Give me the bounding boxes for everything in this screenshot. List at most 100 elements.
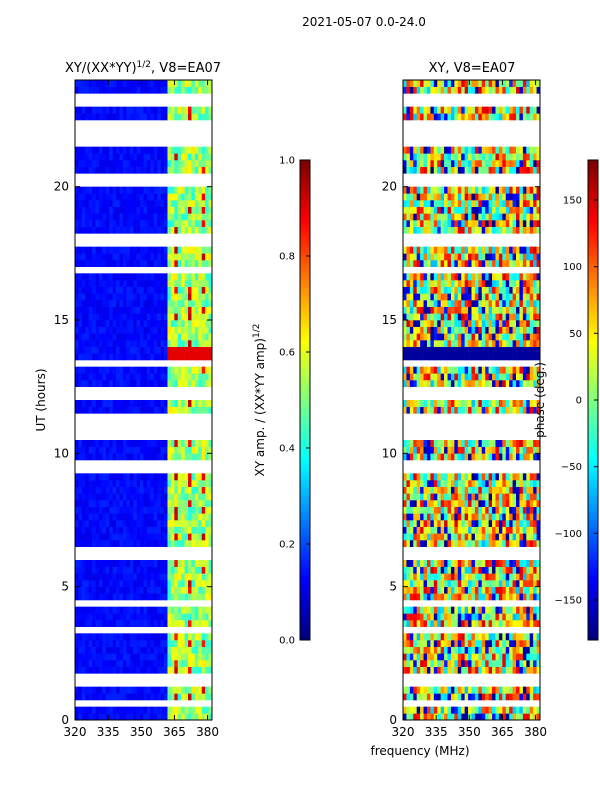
heatmap-cell (194, 540, 199, 547)
heatmap-cell (403, 480, 407, 487)
heatmap-cell (481, 560, 486, 567)
heatmap-cell (119, 80, 124, 87)
heatmap-cell (177, 473, 182, 481)
heatmap-cell (116, 480, 120, 487)
heatmap-cell (153, 606, 158, 614)
heatmap-cell (437, 593, 441, 601)
heatmap-cell (164, 560, 168, 567)
heatmap-cell (78, 566, 83, 574)
heatmap-cell (174, 633, 179, 641)
heatmap-cell (468, 446, 472, 454)
heatmap-cell (461, 380, 465, 387)
heatmap-cell (423, 326, 428, 334)
heatmap-cell (95, 333, 100, 341)
heatmap-cell (170, 513, 175, 521)
heatmap-cell (133, 573, 137, 581)
heatmap-cell (205, 453, 209, 461)
heatmap-cell (420, 320, 424, 327)
heatmap-cell (471, 506, 476, 514)
heatmap-cell (505, 613, 510, 621)
heatmap-cell (191, 286, 196, 294)
heatmap-cell (112, 593, 117, 601)
heatmap-cell (119, 566, 124, 574)
heatmap-cell (468, 533, 472, 541)
heatmap-cell (208, 273, 213, 281)
heatmap-cell (116, 286, 120, 294)
heatmap-cell (526, 306, 531, 314)
heatmap-cell (198, 200, 203, 207)
heatmap-cell (474, 646, 479, 654)
heatmap-cell (181, 473, 185, 481)
heatmap-cell (471, 693, 476, 701)
heatmap-cell (153, 333, 158, 341)
heatmap-cell (509, 593, 513, 601)
heatmap-cell (119, 533, 124, 541)
heatmap-cell (457, 400, 462, 407)
heatmap-cell (406, 306, 411, 314)
heatmap-cell (492, 573, 496, 581)
heatmap-cell (157, 253, 161, 261)
heatmap-cell (88, 400, 93, 407)
heatmap-cell (495, 333, 500, 341)
heatmap-cell (420, 646, 424, 654)
heatmap-cell (153, 486, 158, 494)
heatmap-cell (174, 373, 179, 381)
heatmap-cell (181, 613, 185, 621)
heatmap-cell (136, 373, 141, 381)
heatmap-cell (420, 500, 424, 507)
heatmap-cell (160, 320, 165, 327)
heatmap-cell (129, 373, 134, 381)
heatmap-cell (516, 620, 520, 627)
heatmap-cell (208, 306, 213, 314)
heatmap-cell (129, 513, 134, 521)
heatmap-cell (502, 366, 507, 374)
heatmap-cell (208, 666, 213, 674)
heatmap-cell (188, 106, 192, 114)
heatmap-cell (112, 440, 117, 447)
heatmap-cell (184, 206, 189, 214)
heatmap-cell (522, 646, 527, 654)
heatmap-cell (481, 506, 486, 514)
heatmap-cell (136, 660, 141, 667)
heatmap-cell (198, 346, 203, 354)
heatmap-cell (157, 113, 161, 121)
heatmap-cell (509, 473, 513, 481)
heatmap-cell (420, 273, 424, 281)
heatmap-cell (495, 540, 500, 547)
heatmap-cell (112, 206, 117, 214)
heatmap-cell (416, 660, 421, 667)
heatmap-cell (509, 346, 513, 354)
heatmap-cell (109, 653, 113, 661)
heatmap-cell (208, 146, 213, 154)
heatmap-cell (406, 646, 411, 654)
heatmap-cell (492, 320, 496, 327)
heatmap-cell (433, 633, 438, 641)
heatmap-cell (481, 666, 486, 674)
heatmap-cell (522, 400, 527, 407)
heatmap-cell (409, 533, 414, 541)
heatmap-cell (143, 346, 148, 354)
heatmap-cell (98, 593, 103, 601)
heatmap-cell (174, 280, 179, 287)
heatmap-cell (492, 540, 496, 547)
heatmap-cell (430, 520, 435, 527)
heatmap-cell (457, 540, 462, 547)
heatmap-cell (170, 606, 175, 614)
heatmap-cell (423, 653, 428, 661)
heatmap-cell (474, 606, 479, 614)
heatmap-cell (454, 473, 459, 481)
heatmap-cell (184, 453, 189, 461)
heatmap-cell (420, 326, 424, 334)
heatmap-cell (119, 280, 124, 287)
colorbar-segment (300, 268, 310, 273)
colorbar-segment (300, 464, 310, 469)
heatmap-cell (522, 446, 527, 454)
heatmap-cell (420, 686, 424, 694)
heatmap-cell (488, 693, 493, 701)
heatmap-cell (119, 620, 124, 627)
heatmap-cell (136, 113, 141, 121)
heatmap-cell (85, 560, 89, 567)
heatmap-cell (188, 633, 192, 641)
heatmap-cell (198, 606, 203, 614)
heatmap-cell (485, 293, 489, 301)
